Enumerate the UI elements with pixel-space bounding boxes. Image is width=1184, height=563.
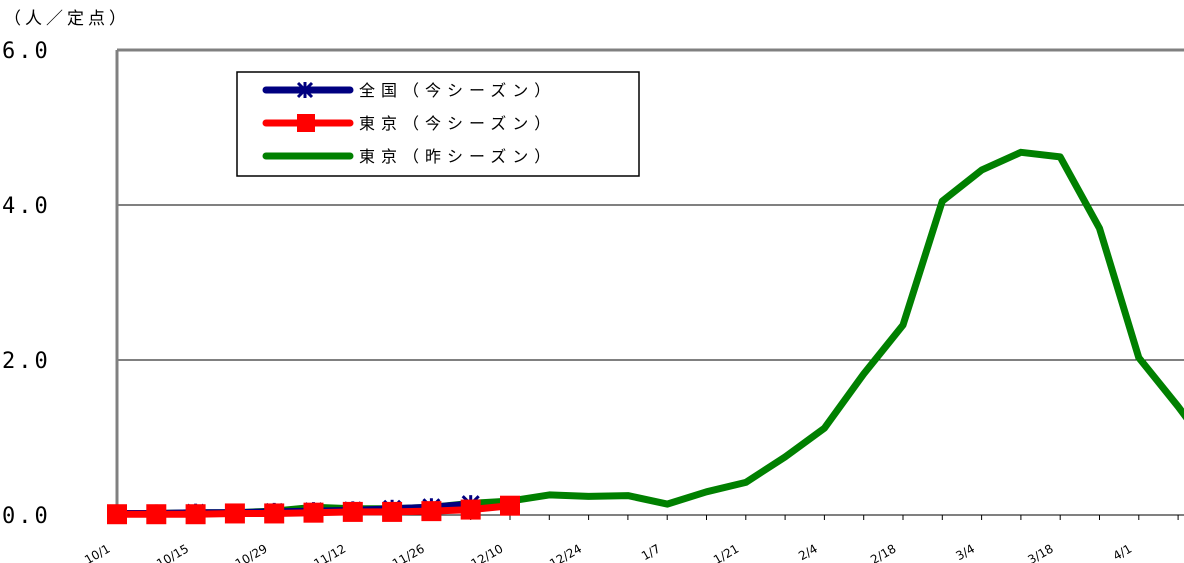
y-tick-label: 6.0	[2, 39, 51, 64]
data-point-square	[146, 504, 166, 524]
data-point-square	[343, 502, 363, 522]
x-tick-label: 3/18	[1025, 541, 1055, 563]
x-tick-label: 12/10	[469, 541, 506, 563]
legend-label-tokyo-current: 東京（今シーズン）	[359, 114, 556, 133]
data-point-square	[264, 503, 284, 523]
data-point-square	[186, 504, 206, 524]
data-point-square	[304, 503, 324, 523]
legend-label-national-current: 全国（今シーズン）	[359, 81, 556, 100]
data-point-square	[382, 502, 402, 522]
x-tick-label: 2/18	[868, 541, 898, 563]
x-tick-label: 11/26	[390, 541, 427, 563]
x-tick-label: 10/1	[82, 541, 112, 563]
x-tick-label: 10/15	[154, 541, 191, 563]
legend: 全国（今シーズン） 東京（今シーズン） 東京（昨シーズン）	[237, 72, 639, 176]
y-tick-label: 2.0	[2, 349, 51, 374]
data-point-square	[225, 503, 245, 523]
legend-label-tokyo-last: 東京（昨シーズン）	[359, 147, 556, 166]
data-point-square	[461, 500, 481, 520]
legend-item-tokyo-current: 東京（今シーズン）	[266, 114, 556, 133]
x-tick-label: 1/21	[711, 541, 741, 563]
data-point-square	[500, 496, 520, 516]
y-tick-label: 0.0	[2, 504, 51, 529]
y-unit-label: （人／定点）	[4, 9, 130, 29]
legend-marker-square-icon	[297, 114, 315, 132]
x-tick-label: 10/29	[233, 541, 270, 563]
legend-marker-asterisk-icon	[297, 82, 313, 98]
series-line-2	[117, 152, 1184, 513]
x-tick-label: 11/12	[311, 541, 348, 563]
y-tick-label: 4.0	[2, 194, 51, 219]
x-tick-label: 12/24	[547, 541, 584, 563]
data-point-square	[421, 501, 441, 521]
x-tick-label: 2/4	[796, 541, 820, 563]
x-tick-label: 3/4	[953, 541, 977, 563]
x-tick-label: 1/7	[639, 541, 663, 563]
series-layer	[107, 152, 1184, 524]
x-tick-label: 4/1	[1111, 541, 1135, 563]
data-point-square	[107, 504, 127, 524]
